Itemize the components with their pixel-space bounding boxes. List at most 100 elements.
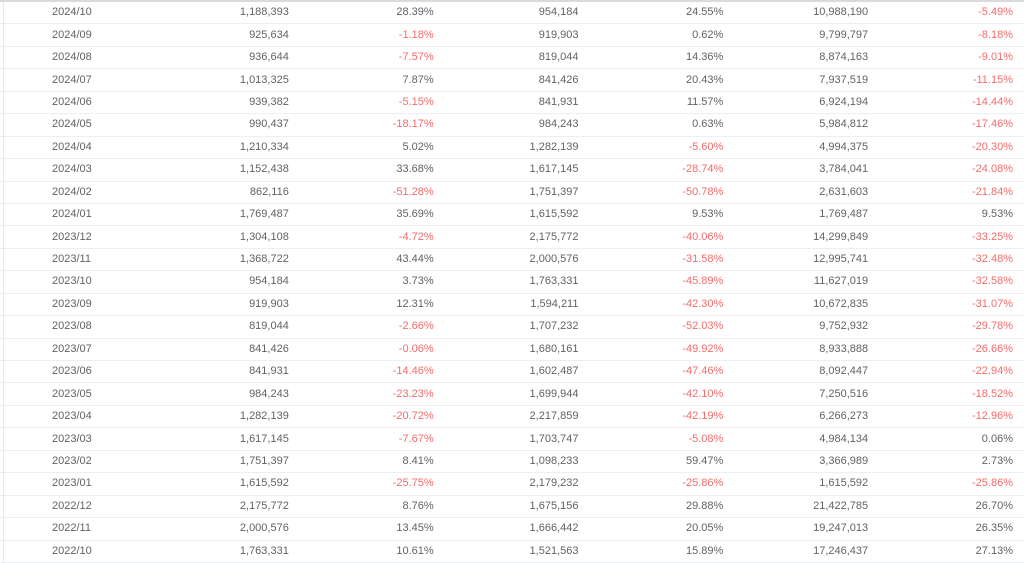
table-row: 2023/01 1,615,592 -25.75% 2,179,232 -25.86% 1… [0,473,1024,496]
value-cell: 1,769,487 [819,209,869,221]
percent-cell: -29.78% [972,321,1013,333]
percent-cell: -42.10% [682,388,724,400]
value-cell: 8,933,888 [819,343,869,355]
percent-cell: 13.45% [396,523,434,535]
percent-cell: 14.36% [686,52,724,64]
percent-cell: 8.41% [402,455,434,467]
value-cell: 919,903 [538,29,579,41]
percent-cell: 20.05% [686,523,724,535]
percent-cell: -47.46% [682,366,724,378]
percent-cell: 20.43% [686,74,724,86]
table-row: 2024/04 1,210,334 5.02% 1,282,139 -5.60% 4,99… [0,136,1024,160]
value-cell: 1,013,325 [239,74,289,86]
percent-cell: -31.58% [682,254,724,266]
percent-cell: 0.63% [692,119,724,131]
percent-cell: -42.30% [682,298,724,310]
table-row: 2023/10 954,184 3.73% 1,763,331 -45.89% 11,62… [0,271,1024,294]
value-cell: 4,994,375 [819,141,869,153]
value-cell: 10,988,190 [813,7,869,19]
percent-cell: -31.07% [972,298,1013,310]
value-cell: 1,699,944 [529,388,579,400]
value-cell: 9,752,932 [819,321,869,333]
percent-cell: 29.88% [686,500,724,512]
table-row: 2023/04 1,282,139 -20.72% 2,217,859 -42.19% 6… [0,405,1024,429]
percent-cell: -2.66% [398,321,434,333]
value-cell: 1,617,145 [529,164,579,176]
percent-cell: -25.86% [682,478,724,490]
value-cell: 3,784,041 [819,164,869,176]
month-cell: 2023/04 [52,411,92,423]
percent-cell: -8.18% [978,29,1013,41]
month-cell: 2023/10 [52,276,92,288]
percent-cell: 33.68% [396,164,434,176]
value-cell: 841,426 [249,343,289,355]
table-row: 2022/12 2,175,772 8.76% 1,675,156 29.88% 21,4… [0,495,1024,519]
value-cell: 8,874,163 [819,52,869,64]
value-cell: 819,044 [538,52,579,64]
table-row: 2024/02 862,116 -51.28% 1,751,397 -50.78% 2,6… [0,181,1024,204]
month-cell: 2023/01 [52,478,92,490]
percent-cell: -23.23% [392,388,434,400]
value-cell: 11,627,019 [813,276,869,288]
percent-cell: 43.44% [396,254,434,266]
value-cell: 1,703,747 [529,433,579,445]
value-cell: 925,634 [249,29,289,41]
value-cell: 7,250,516 [819,388,869,400]
percent-cell: -14.46% [392,366,434,378]
percent-cell: -42.19% [682,411,724,423]
value-cell: 2,000,576 [529,254,579,266]
value-cell: 841,426 [538,74,579,86]
value-cell: 1,615,592 [239,478,289,490]
value-cell: 1,602,487 [529,366,579,378]
month-cell: 2023/02 [52,455,92,467]
table-row: 2023/07 841,426 -0.06% 1,680,161 -49.92% 8,93… [0,338,1024,361]
table-row: 2023/09 919,903 12.31% 1,594,211 -42.30% 10,6… [0,293,1024,317]
table-row: 2024/07 1,013,325 7.87% 841,426 20.43% 7,937,… [0,69,1024,92]
value-cell: 954,184 [538,7,579,19]
percent-cell: 24.55% [686,7,724,19]
percent-cell: 3.73% [402,276,434,288]
month-cell: 2024/01 [52,209,92,221]
value-cell: 841,931 [249,366,289,378]
value-cell: 21,422,785 [813,500,869,512]
month-cell: 2023/06 [52,366,92,378]
percent-cell: -20.72% [392,411,434,423]
value-cell: 919,903 [249,298,289,310]
value-cell: 1,680,161 [529,343,579,355]
percent-cell: -51.28% [392,186,434,198]
table-row: 2024/10 1,188,393 28.39% 954,184 24.55% 10,98… [0,2,1024,25]
value-cell: 1,152,438 [239,164,289,176]
percent-cell: -12.96% [972,411,1013,423]
value-cell: 1,769,487 [239,209,289,221]
percent-cell: 35.69% [396,209,434,221]
percent-cell: -26.66% [972,343,1013,355]
table-row: 2022/11 2,000,576 13.45% 1,666,442 20.05% 19,… [0,518,1024,541]
month-cell: 2023/11 [52,254,91,266]
value-cell: 954,184 [249,276,289,288]
value-cell: 984,243 [249,388,289,400]
value-cell: 1,282,139 [239,411,289,423]
table-row: 2022/10 1,763,331 10.61% 1,521,563 15.89% 17,… [0,540,1024,563]
value-cell: 841,931 [538,96,579,108]
month-cell: 2024/07 [52,74,92,86]
percent-cell: 59.47% [686,455,724,467]
percent-cell: 2.73% [981,455,1013,467]
value-cell: 1,751,397 [529,186,579,198]
month-cell: 2024/08 [52,52,92,64]
percent-cell: -7.57% [398,52,434,64]
percent-cell: -11.15% [972,74,1013,86]
value-cell: 8,092,447 [819,366,869,378]
percent-cell: 9.53% [981,209,1013,221]
percent-cell: -25.75% [392,478,434,490]
value-cell: 1,304,108 [239,231,289,243]
month-cell: 2022/10 [52,545,92,557]
value-cell: 6,924,194 [819,96,869,108]
value-cell: 17,246,437 [813,545,869,557]
table-row: 2024/05 990,437 -18.17% 984,243 0.63% 5,984,8… [0,114,1024,137]
value-cell: 1,763,331 [239,545,289,557]
table-row: 2023/02 1,751,397 8.41% 1,098,233 59.47% 3,36… [0,450,1024,474]
value-cell: 1,615,592 [529,209,579,221]
month-cell: 2022/11 [52,523,91,535]
month-cell: 2023/05 [52,388,92,400]
